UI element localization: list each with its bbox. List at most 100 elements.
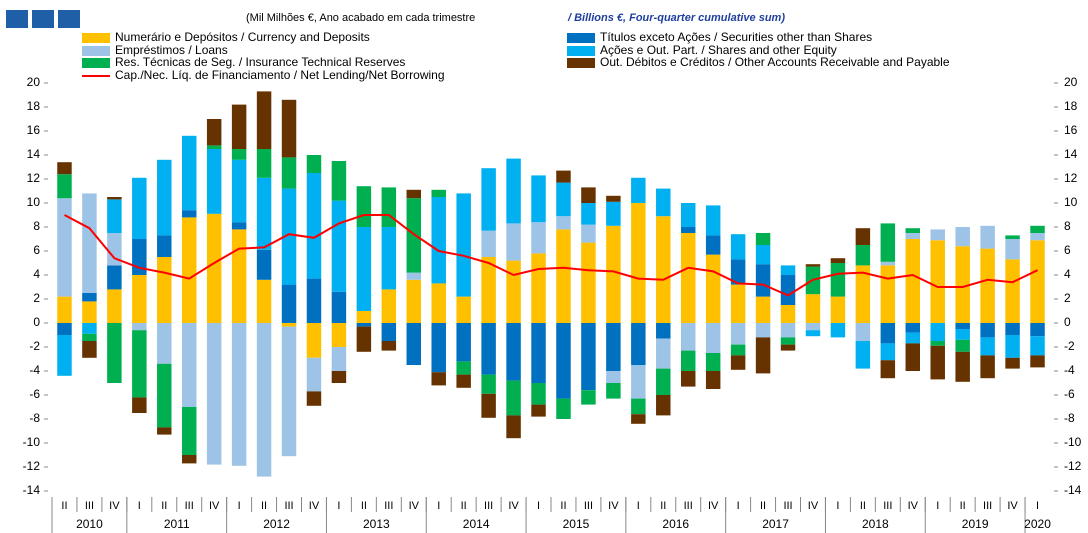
x-tick-label: IV [309, 500, 320, 512]
y-tick-label: 16 [27, 123, 41, 137]
y-tick-label: 4 [33, 267, 40, 281]
bar-segment [381, 289, 397, 323]
bar-segment [980, 248, 995, 323]
bar-segment [855, 245, 871, 266]
bar-segment [132, 275, 147, 323]
bar-segment [107, 233, 122, 266]
bar-segment [406, 189, 422, 199]
bar-segment [256, 91, 272, 149]
bar-segment [955, 246, 970, 323]
bar-segment [1005, 235, 1020, 239]
x-tick-label: I [337, 500, 340, 512]
x-tick-label: IV [109, 500, 120, 512]
bar-segment [82, 301, 97, 323]
bar-segment [1030, 240, 1045, 323]
bar-segment [855, 228, 871, 245]
bar-segment [955, 329, 970, 340]
bar-segment [930, 229, 945, 241]
bar-segment [606, 371, 621, 383]
bar-segment [82, 293, 97, 302]
bar-segment [231, 149, 247, 160]
bar-segment [680, 233, 696, 323]
bar-segment [705, 254, 721, 323]
x-tick-label: III [484, 500, 493, 512]
bar-segment [506, 260, 521, 323]
legend-swatch [82, 46, 110, 56]
x-tick-label: II [660, 500, 666, 512]
bar-segment [705, 235, 721, 255]
bar-segment [705, 323, 721, 353]
bar-segment [456, 361, 471, 375]
bar-segment [830, 323, 846, 338]
bar-segment [506, 380, 521, 416]
bar-segment [456, 193, 471, 297]
bar-segment [880, 323, 896, 344]
bar-segment [181, 407, 197, 455]
bar-segment [107, 199, 122, 233]
y-tick-label: -2 [29, 339, 40, 353]
y2-tick-label: -6 [1064, 387, 1075, 401]
bar-segment [705, 353, 721, 371]
bar-segment [880, 360, 896, 379]
bar-segment [980, 355, 995, 379]
bar-segment [730, 284, 746, 323]
bar-segment [281, 188, 297, 285]
bar-segment [680, 350, 696, 371]
y-tick-label: 8 [33, 219, 40, 233]
bar-segment [755, 337, 771, 374]
legend-label: Títulos exceto Ações / Securities other … [600, 30, 872, 44]
bar-segment [506, 158, 521, 224]
bar-segment [256, 177, 272, 250]
bar-segment [556, 323, 571, 399]
x-tick-label: I [936, 500, 939, 512]
bar-segment [930, 341, 945, 346]
bar-segment [306, 278, 322, 323]
year-label: 2012 [263, 517, 290, 531]
legend-label: Ações e Out. Part. / Shares and other Eq… [600, 43, 837, 57]
bar-segment [157, 427, 172, 435]
y2-tick-label: 4 [1064, 267, 1071, 281]
bar-segment [231, 222, 247, 230]
y2-tick-label: -12 [1064, 459, 1082, 473]
bar-segment [82, 333, 97, 341]
year-label: 2016 [662, 517, 689, 531]
x-tick-label: IV [409, 500, 420, 512]
bar-segment [256, 249, 272, 280]
x-tick-label: III [85, 500, 94, 512]
bar-segment [231, 229, 247, 323]
bar-segment [481, 374, 496, 394]
bar-segment [830, 263, 846, 297]
bar-segment [755, 264, 771, 297]
year-label: 2015 [563, 517, 590, 531]
bar-segment [955, 351, 970, 382]
bar-segment [606, 195, 621, 202]
bar-segment [631, 323, 646, 365]
bar-segment [256, 323, 272, 477]
bar-segment [631, 365, 646, 399]
bar-segment [157, 363, 172, 428]
bar-segment [57, 323, 72, 335]
bar-segment [181, 323, 197, 407]
bar-segment [456, 374, 471, 388]
bar-segment [256, 279, 272, 323]
bar-segment [356, 323, 372, 327]
y-tick-label: -4 [29, 363, 40, 377]
x-tick-label: III [684, 500, 693, 512]
bar-segment [206, 119, 222, 146]
bar-segment [206, 149, 222, 214]
subtitle-english: / Billions €, Four-quarter cumulative su… [567, 12, 785, 24]
bar-segment [531, 383, 546, 405]
bar-segment [157, 257, 172, 323]
bar-segment [1030, 323, 1045, 337]
x-tick-label: IV [1007, 500, 1018, 512]
bar-segment [1005, 335, 1020, 358]
bar-segment [880, 343, 896, 361]
y-tick-label: 10 [27, 195, 41, 209]
bar-segment [82, 323, 97, 334]
y2-tick-label: 2 [1064, 291, 1071, 305]
bar-segment [780, 344, 796, 351]
bar-segment [531, 323, 546, 383]
bar-segment [606, 225, 621, 323]
x-tick-label: IV [708, 500, 719, 512]
